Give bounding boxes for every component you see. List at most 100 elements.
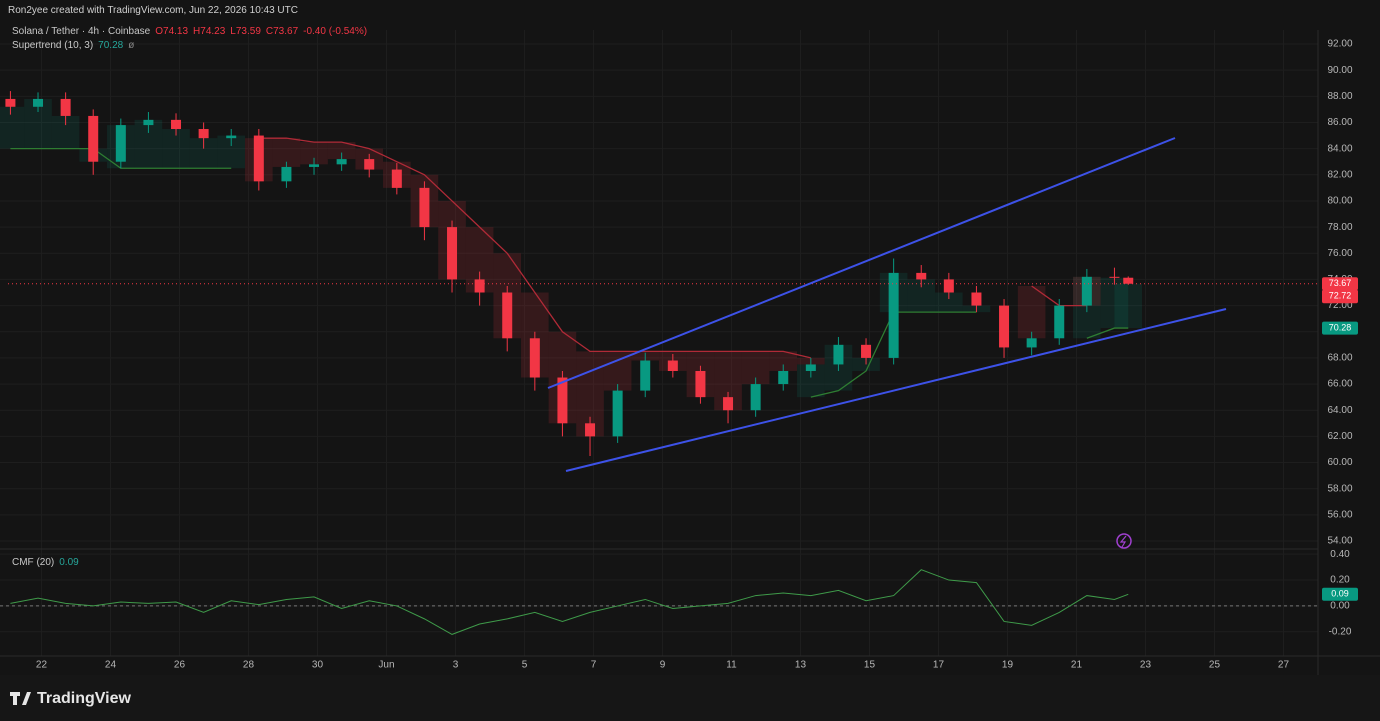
x-tick-label: 17 [933,660,945,671]
y-tick-label: 92.00 [1327,39,1352,50]
trend-fill [1017,285,1046,339]
candle-body [226,135,237,139]
x-tick-label: 11 [726,660,737,671]
x-tick-label: 3 [453,660,459,671]
price-tag-label: 70.28 [1329,322,1352,332]
ohlc: H74.23 [193,26,226,37]
trend-fill [1114,283,1143,329]
candle-body [916,272,927,280]
candle-body [364,159,375,170]
y-tick-label: 82.00 [1327,169,1352,180]
x-tick-label: 5 [522,660,528,671]
candle-body [447,227,458,280]
candle-body [805,364,816,371]
candle-body [336,159,347,165]
x-tick-label: 15 [864,660,876,671]
candle-body [585,423,596,437]
indicator-name[interactable]: CMF (20) [12,557,55,568]
price-tag [1322,289,1358,303]
candle-body [474,279,485,293]
y-tick-label: 72.00 [1327,300,1352,311]
x-tick-label: 25 [1209,660,1221,671]
candle-body [1026,338,1037,348]
candle-body [198,129,209,139]
x-tick-label: 19 [1002,660,1014,671]
candle-body [833,344,844,365]
y-tick-label: 0.00 [1330,601,1350,612]
value-tag [1322,587,1358,601]
ohlc: L73.59 [230,26,261,37]
candle-body [419,187,430,228]
candle-body [1081,276,1092,306]
candle-body [695,370,706,398]
x-tick-label: 28 [243,660,255,671]
candle-body [281,166,292,182]
candle-body [750,384,761,411]
indicator-name[interactable]: Supertrend (10, 3) [12,40,94,51]
credit: Ron2yee created with TradingView.com, Ju… [8,5,298,16]
candle-body [861,344,872,358]
x-tick-label: 30 [312,660,324,671]
y-tick-label: 66.00 [1327,379,1352,390]
x-tick-label: 27 [1278,660,1290,671]
x-tick-label: Jun [378,660,394,671]
candle-body [88,115,99,162]
candle-body [723,397,734,411]
y-tick-label: 76.00 [1327,248,1352,259]
event-icon[interactable] [1116,533,1132,549]
change: -0.40 (-0.54%) [303,26,368,37]
x-tick-label: 23 [1140,660,1152,671]
trend-fill [0,106,25,149]
y-tick-label: 0.40 [1330,549,1350,560]
y-tick-label: 64.00 [1327,405,1352,416]
x-tick-label: 26 [174,660,186,671]
candle-body [667,360,678,371]
candle-body [557,377,568,424]
price-tag-label: 72.72 [1329,291,1352,301]
main-legend: Solana / Tether · 4h · Coinbase O74.13 H… [12,26,367,37]
x-tick-label: 24 [105,660,117,671]
candle-body [502,292,513,339]
logo-mark [10,692,31,705]
price-tag-label: 73.67 [1329,278,1352,288]
candle-body [115,125,126,162]
trend-fill [300,142,328,165]
y-tick-label: 88.00 [1327,91,1352,102]
candle-body [640,360,651,391]
settings-icon[interactable]: ø [128,40,135,51]
candle-body [612,390,623,437]
candle-body [5,98,16,107]
price-tag [1322,321,1358,335]
y-tick-label: 86.00 [1327,117,1352,128]
ohlc: C73.67 [265,26,299,37]
cmf-line [10,569,1129,635]
symbol[interactable]: Solana / Tether · 4h · Coinbase [12,26,151,37]
candle-body [971,292,982,306]
y-tick-label: 62.00 [1327,431,1352,442]
y-tick-label: 54.00 [1327,536,1352,547]
candle-body [391,169,402,188]
event-icon-bolt [1119,535,1127,548]
y-tick-label: 84.00 [1327,143,1352,154]
ohlc: O74.13 [155,26,189,37]
candle-body [999,305,1010,348]
candle-body [943,279,954,293]
x-tick-label: 22 [36,660,48,671]
credit-text: Ron2yee created with TradingView.com, Ju… [8,5,298,16]
trendline [565,308,1227,472]
x-tick-label: 13 [795,660,807,671]
value-tag-label: 0.09 [1331,589,1349,599]
indicator-legend: Supertrend (10, 3) 70.28 ø [12,40,134,51]
indicator-value: 0.09 [59,557,79,568]
y-tick-label: 90.00 [1327,65,1352,76]
candle-body [33,98,44,107]
x-tick-label: 7 [591,660,597,671]
candle-body [1123,277,1134,284]
indicator-value: 70.28 [98,40,124,51]
y-tick-label: 56.00 [1327,510,1352,521]
y-tick-label: 0.20 [1330,575,1350,586]
candle-body [529,338,540,378]
candle-body [778,370,789,385]
